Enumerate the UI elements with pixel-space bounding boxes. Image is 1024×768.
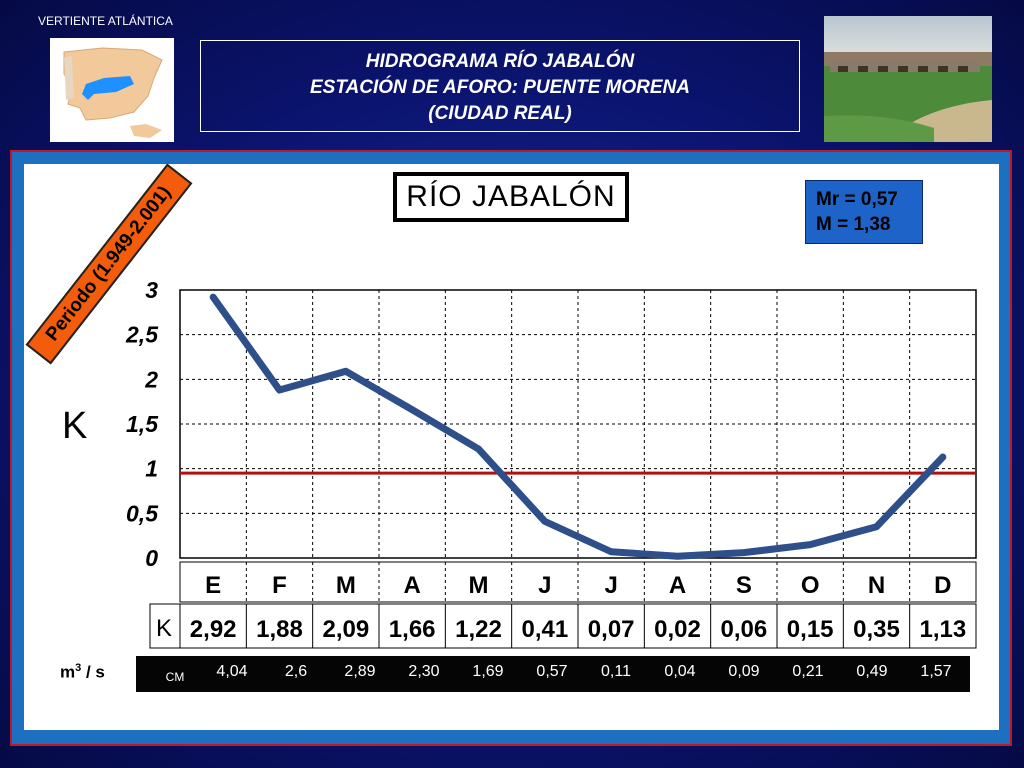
k-value-label: 1,13 — [919, 616, 966, 643]
x-tick-label: S — [736, 572, 752, 599]
cm-value-label: 1,57 — [920, 663, 951, 680]
data-point — [476, 446, 481, 452]
cm-value-label: 2,6 — [285, 663, 307, 680]
title-line-1: HIDROGRAMA RÍO JABALÓN — [365, 51, 635, 72]
data-point — [874, 524, 879, 530]
y-tick-label: 1,5 — [126, 411, 159, 437]
y-tick-label: 1 — [145, 456, 158, 482]
title-line-3: (CIUDAD REAL) — [428, 103, 572, 124]
y-tick-label: 2,5 — [125, 322, 159, 348]
y-tick-label: 0,5 — [126, 500, 159, 526]
k-row — [149, 603, 977, 649]
data-point — [940, 454, 946, 460]
k-value-label: 2,09 — [322, 616, 369, 643]
data-point — [277, 387, 282, 393]
units-suffix: / s — [81, 662, 105, 682]
cm-value-label: 0,11 — [601, 663, 631, 680]
k-value-label: 1,88 — [256, 616, 303, 643]
stats-box: Mr = 0,57 M = 1,38 — [805, 180, 923, 244]
x-tick-label: A — [403, 572, 420, 599]
x-tick-label: E — [205, 572, 221, 599]
data-point — [807, 542, 813, 548]
cm-value-label: 2,30 — [408, 663, 439, 680]
title-box: HIDROGRAMA RÍO JABALÓN ESTACIÓN DE AFORO… — [200, 40, 800, 132]
x-tick-label: A — [669, 572, 686, 599]
cm-value-label: 0,04 — [664, 663, 695, 680]
stats-m: M = 1,38 — [816, 214, 891, 235]
cm-row-header: CM — [166, 670, 185, 684]
data-point — [608, 549, 614, 555]
units-exponent: 3 — [75, 662, 82, 674]
cm-value-label: 4,04 — [216, 663, 247, 680]
chart-title: RÍO JABALÓN — [393, 172, 629, 222]
data-point — [675, 553, 680, 559]
data-point — [542, 518, 548, 524]
cm-value-label: 0,21 — [792, 663, 823, 680]
puente-morena-bridge-photo — [824, 16, 992, 142]
data-point — [210, 294, 216, 300]
y-tick-label: 3 — [145, 277, 158, 303]
cm-value-label: 0,09 — [728, 663, 759, 680]
k-value-label: 2,92 — [190, 616, 237, 643]
k-value-label: 0,15 — [787, 616, 834, 643]
x-tick-label: J — [538, 572, 551, 599]
k-value-label: 0,06 — [720, 616, 767, 643]
x-tick-label: D — [934, 572, 951, 599]
units-base: m — [60, 662, 76, 682]
y-tick-label: 2 — [144, 366, 158, 392]
y-axis-label: K — [62, 405, 88, 447]
cm-value-label: 2,89 — [344, 663, 375, 680]
k-value-label: 1,66 — [389, 616, 436, 643]
x-tick-label: J — [604, 572, 617, 599]
cm-value-label: 0,49 — [856, 663, 887, 680]
y-tick-label: 0 — [145, 545, 158, 571]
cm-value-label: 0,57 — [536, 663, 567, 680]
x-tick-label: M — [469, 572, 489, 599]
stats-mr: Mr = 0,57 — [816, 189, 898, 210]
k-value-label: 0,35 — [853, 616, 900, 643]
data-point — [741, 550, 747, 556]
x-tick-label: N — [868, 572, 885, 599]
title-line-2: ESTACIÓN DE AFORO: PUENTE MORENA — [309, 77, 690, 98]
k-value-label: 1,22 — [455, 616, 502, 643]
x-tick-label: M — [336, 572, 356, 599]
cm-row — [136, 656, 970, 692]
units-label: m3 / s — [60, 662, 105, 683]
region-label: VERTIENTE ATLÁNTICA — [38, 14, 173, 28]
iberian-peninsula-map-icon — [50, 38, 174, 142]
k-value-label: 0,41 — [521, 616, 568, 643]
k-value-label: 0,02 — [654, 616, 701, 643]
data-point — [409, 407, 415, 413]
k-row-header: K — [156, 615, 172, 642]
k-value-label: 0,07 — [588, 616, 635, 643]
x-tick-label: O — [801, 572, 820, 599]
cm-value-label: 1,69 — [472, 663, 503, 680]
data-point — [343, 368, 349, 374]
x-tick-label: F — [272, 572, 287, 599]
series-line — [209, 293, 947, 560]
